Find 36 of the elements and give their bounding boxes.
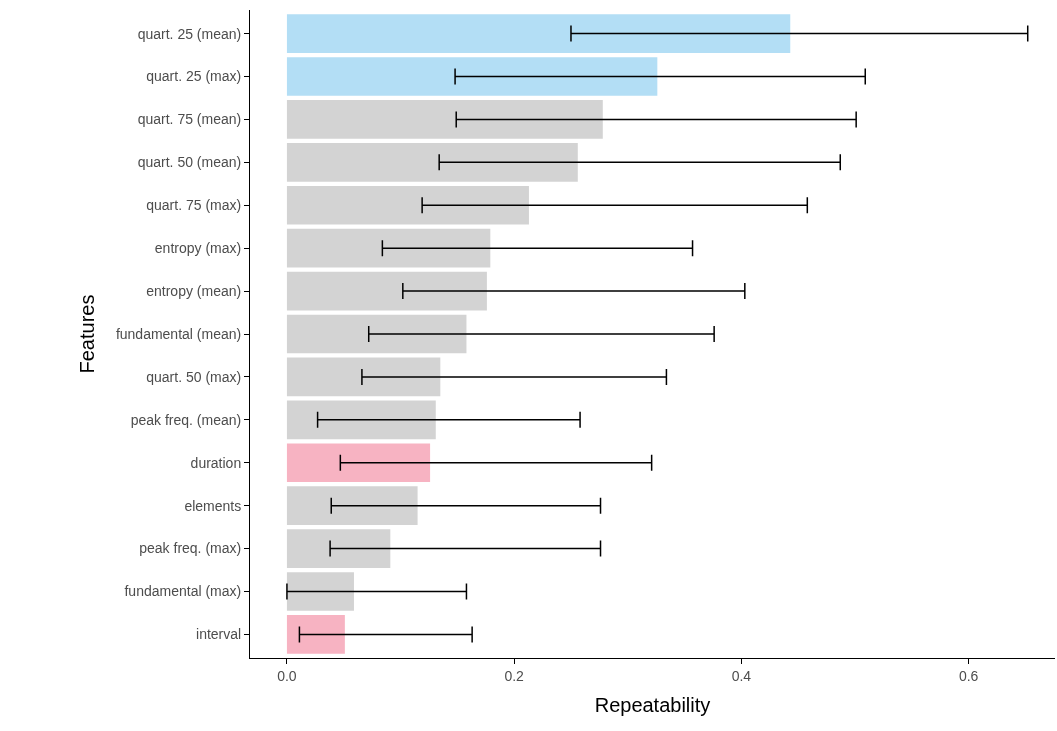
bar [286, 314, 467, 354]
x-axis-title: Repeatability [594, 694, 711, 717]
x-tick-label: 0.6 [958, 667, 979, 684]
bar [286, 14, 791, 53]
bar [286, 100, 603, 139]
y-tick-label: peak freq. (mean) [130, 411, 242, 428]
y-tick-label: quart. 25 (max) [146, 68, 242, 85]
bar [286, 572, 354, 611]
bar [286, 228, 491, 268]
y-tick-label: fundamental (max) [124, 583, 242, 600]
bar [286, 271, 487, 311]
y-tick-label: duration [190, 454, 242, 471]
y-tick-label: entropy (mean) [146, 282, 242, 299]
bar [286, 486, 418, 525]
y-tick-label: peak freq. (max) [139, 540, 242, 557]
x-tick-label: 0.0 [277, 667, 297, 684]
bar [286, 615, 345, 654]
y-tick-label: elements [184, 497, 242, 514]
y-tick-label: quart. 75 (mean) [137, 111, 242, 128]
y-tick-label: entropy (max) [154, 240, 242, 257]
y-tick-label: quart. 25 (mean) [137, 25, 242, 42]
x-tick-label: 0.4 [731, 667, 752, 684]
y-tick-label: quart. 50 (mean) [137, 154, 242, 171]
y-tick-label: interval [196, 626, 242, 643]
bar [286, 143, 578, 182]
bar [286, 529, 391, 568]
y-axis-title: Features [76, 294, 99, 374]
y-tick-label: quart. 50 (max) [146, 368, 242, 385]
bar [286, 357, 441, 397]
bar [286, 443, 431, 483]
bar [286, 185, 529, 225]
x-tick-label: 0.2 [504, 667, 525, 684]
y-tick-label: fundamental (mean) [115, 325, 242, 342]
bar [286, 400, 436, 440]
y-tick-label: quart. 75 (max) [146, 197, 242, 214]
bar [286, 57, 658, 96]
